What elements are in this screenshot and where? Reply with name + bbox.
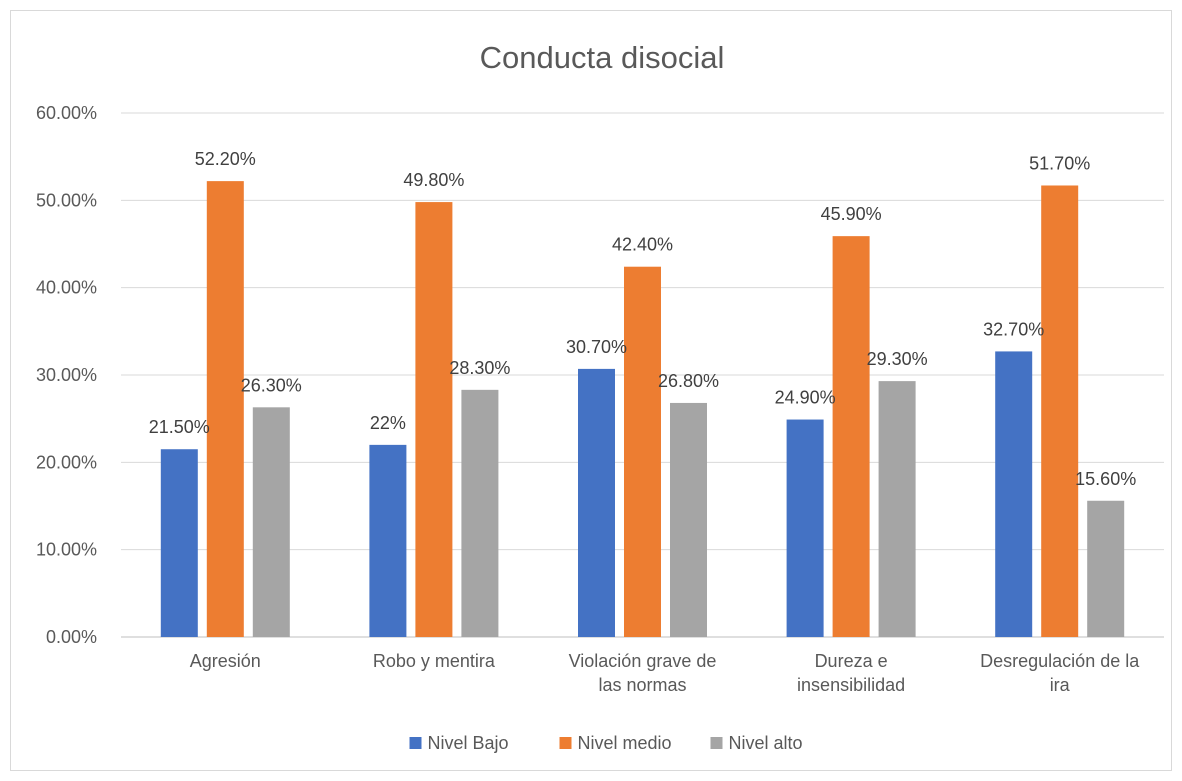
x-tick-label: Desregulación de la ira bbox=[980, 651, 1140, 695]
data-label: 29.30% bbox=[867, 349, 928, 369]
bar-chart: Conducta disocial 0.00% 10.00% 20.00% 30.00… bbox=[36, 40, 1164, 753]
y-tick-label: 60.00% bbox=[36, 103, 97, 123]
bar bbox=[369, 444, 407, 637]
bar bbox=[1041, 185, 1079, 637]
bar bbox=[461, 389, 499, 637]
bar bbox=[252, 407, 290, 637]
legend-label: Nivel medio bbox=[578, 733, 672, 753]
data-label: 24.90% bbox=[775, 388, 836, 408]
bar bbox=[624, 266, 661, 637]
y-tick-label: 20.00% bbox=[36, 452, 97, 472]
data-labels: 21.50% 52.20% 26.30% 22% 49.80% 28.30% 30.70% 4… bbox=[149, 149, 1136, 489]
data-label: 49.80% bbox=[403, 170, 464, 190]
bar bbox=[160, 449, 198, 637]
y-tick-label: 50.00% bbox=[36, 190, 97, 210]
data-label: 26.80% bbox=[658, 371, 719, 391]
bar bbox=[206, 181, 244, 637]
legend-item: Nivel alto bbox=[710, 733, 803, 753]
legend-item: Nivel medio bbox=[559, 733, 672, 753]
y-tick-label: 10.00% bbox=[36, 540, 97, 560]
bar bbox=[786, 419, 824, 637]
data-label: 51.70% bbox=[1029, 153, 1090, 173]
data-label: 30.70% bbox=[566, 337, 627, 357]
chart-frame: Conducta disocial 0.00% 10.00% 20.00% 30.00… bbox=[10, 10, 1172, 771]
data-label: 26.30% bbox=[241, 375, 302, 395]
y-axis-tick-labels: 0.00% 10.00% 20.00% 30.00% 40.00% 50.00% 60.00… bbox=[36, 103, 97, 647]
data-label: 45.90% bbox=[821, 204, 882, 224]
x-tick-label: Dureza e insensibilidad bbox=[797, 651, 905, 695]
bar bbox=[878, 381, 916, 637]
bar bbox=[832, 236, 870, 637]
bar bbox=[578, 368, 615, 637]
legend-swatch bbox=[559, 737, 572, 749]
legend-swatch bbox=[409, 737, 422, 749]
x-tick-label: Agresión bbox=[190, 651, 261, 671]
data-label: 42.40% bbox=[612, 235, 673, 255]
bar bbox=[995, 351, 1033, 637]
data-label: 22% bbox=[370, 413, 406, 433]
y-tick-label: 40.00% bbox=[36, 278, 97, 298]
x-tick-label: Robo y mentira bbox=[373, 651, 496, 671]
legend: Nivel Bajo Nivel medio Nivel alto bbox=[409, 733, 803, 753]
chart-title: Conducta disocial bbox=[480, 40, 725, 75]
y-tick-label: 30.00% bbox=[36, 365, 97, 385]
data-label: 28.30% bbox=[449, 358, 510, 378]
legend-label: Nivel Bajo bbox=[428, 733, 509, 753]
bar bbox=[1087, 500, 1125, 637]
x-tick-label: Violación grave de las normas bbox=[569, 651, 717, 695]
y-tick-label: 0.00% bbox=[46, 627, 97, 647]
data-label: 52.20% bbox=[195, 149, 256, 169]
bar bbox=[670, 402, 707, 637]
bar bbox=[415, 202, 453, 637]
legend-item: Nivel Bajo bbox=[409, 733, 509, 753]
legend-swatch bbox=[710, 737, 723, 749]
data-label: 32.70% bbox=[983, 319, 1044, 339]
data-label: 21.50% bbox=[149, 417, 210, 437]
bars bbox=[160, 181, 1125, 637]
legend-label: Nivel alto bbox=[729, 733, 803, 753]
x-axis-tick-labels: Agresión Robo y mentira Violación grave de… bbox=[190, 651, 1140, 695]
data-label: 15.60% bbox=[1075, 469, 1136, 489]
